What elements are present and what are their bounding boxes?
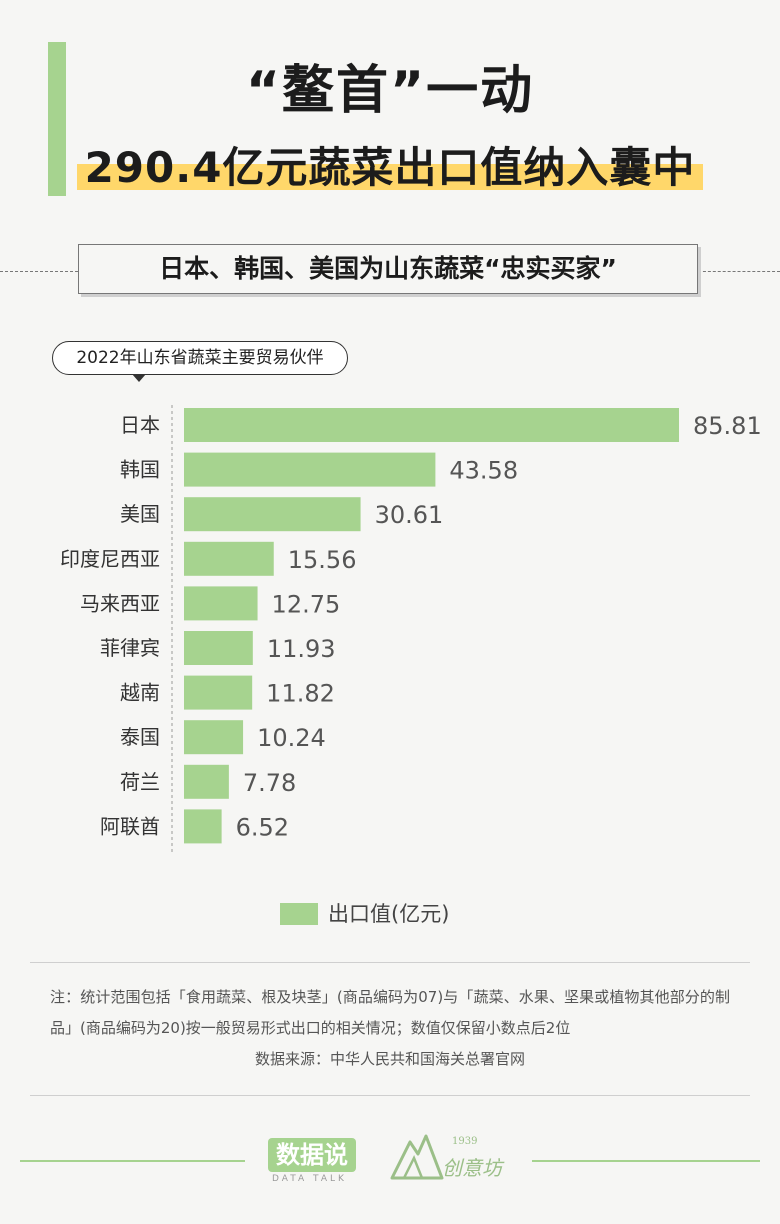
section-subtitle: 日本、韩国、美国为山东蔬菜“忠实买家” [78, 244, 698, 294]
divider-dashed-right [698, 271, 780, 272]
data-talk-logo-text: 数据说 [268, 1138, 356, 1172]
category-label: 泰国 [120, 725, 160, 749]
bar [184, 764, 229, 799]
headline-text: 290.4亿元蔬菜出口值纳入囊中 [84, 143, 696, 192]
logo-year: 1939 [452, 1136, 478, 1147]
bar [184, 586, 258, 621]
page-title: “鳌首”一动 [245, 61, 535, 121]
logo-wordmark: 创意坊 [442, 1156, 502, 1180]
category-label: 菲律宾 [100, 636, 160, 660]
legend-label: 出口值(亿元) [328, 902, 450, 926]
creative-workshop-logo: 1939 创意坊 [388, 1128, 518, 1184]
bar [184, 497, 361, 532]
chart-title-pointer [132, 374, 146, 382]
data-talk-logo: 数据说 DATA TALK [268, 1138, 378, 1186]
page-headline: 290.4亿元蔬菜出口值纳入囊中 [76, 134, 704, 195]
category-label: 美国 [120, 502, 160, 526]
chart-title-pill: 2022年山东省蔬菜主要贸易伙伴 [52, 341, 348, 375]
bar [184, 541, 274, 576]
bar [184, 631, 253, 665]
category-label: 越南 [120, 681, 160, 705]
data-source: 数据来源：中华人民共和国海关总署官网 [254, 1050, 525, 1068]
category-label: 日本 [120, 413, 160, 437]
value-label: 6.52 [236, 813, 289, 841]
legend-swatch [280, 903, 318, 925]
value-label: 85.81 [693, 412, 762, 440]
title-accent-bar [48, 42, 66, 196]
category-label: 韩国 [120, 458, 160, 482]
category-label: 印度尼西亚 [60, 547, 160, 571]
value-label: 10.24 [257, 724, 326, 752]
bar-chart: 日本 85.81 韩国 43.58 美国 30.61 印度尼西亚 15.56 马来西亚 12.75… [60, 405, 762, 854]
bar [184, 809, 222, 844]
footer-line-left [20, 1160, 245, 1162]
bar [184, 408, 679, 442]
data-talk-logo-sub: DATA TALK [272, 1174, 347, 1184]
footnote-divider-top [30, 962, 750, 963]
value-label: 12.75 [272, 590, 341, 618]
value-label: 30.61 [375, 501, 444, 529]
value-label: 11.82 [266, 680, 335, 708]
category-label: 荷兰 [120, 770, 160, 794]
value-label: 43.58 [449, 457, 518, 485]
footnote-text: 注：统计范围包括「食用蔬菜、根及块茎」(商品编码为07)与「蔬菜、水果、坚果或植… [50, 988, 730, 1037]
bar [184, 675, 253, 710]
bar [184, 720, 244, 755]
category-label: 马来西亚 [80, 591, 160, 615]
footer-line-right [532, 1160, 760, 1162]
page-headline-wrap: 290.4亿元蔬菜出口值纳入囊中 [0, 134, 780, 195]
value-label: 11.93 [267, 635, 336, 663]
value-label: 7.78 [243, 769, 296, 797]
value-label: 15.56 [288, 546, 357, 574]
footnote-divider-bottom [30, 1095, 750, 1096]
category-label: 阿联酋 [100, 814, 160, 838]
bar [184, 452, 436, 487]
mountain-logo-icon [390, 1134, 444, 1180]
divider-dashed-left [0, 271, 78, 272]
